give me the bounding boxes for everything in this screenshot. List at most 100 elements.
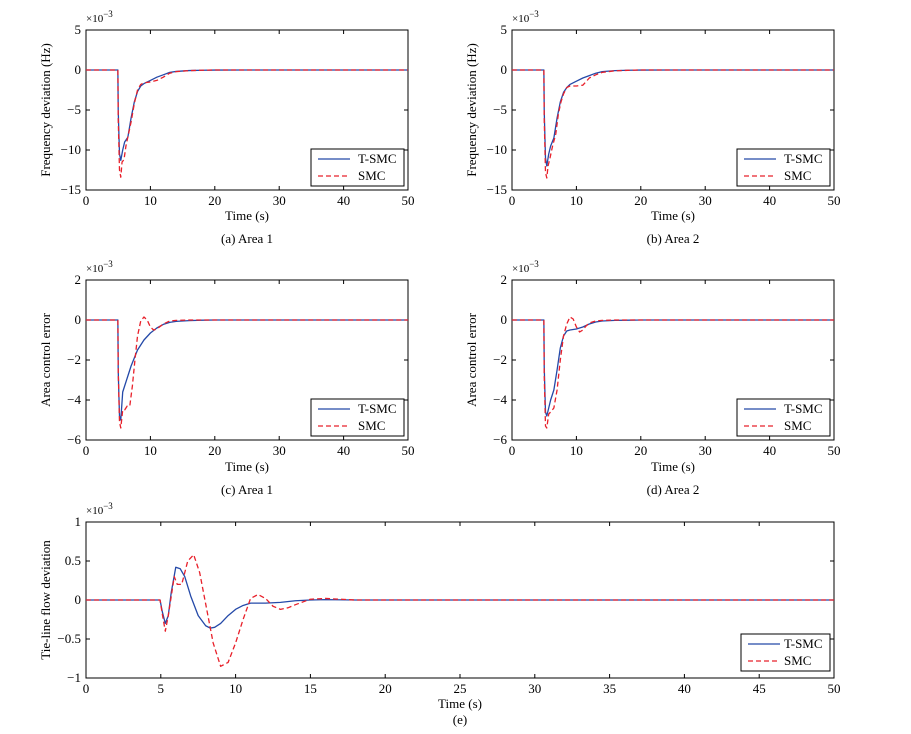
legend: T-SMC SMC [310,398,405,437]
y-axis-label: Frequency deviation (Hz) [464,43,479,177]
panel-caption: (b) Area 2 [647,231,700,246]
panel-d: 0 10 20 30 40 50 −6 −4 −2 0 2 ×10−3 Time (s) Area … [464,259,841,497]
y-tick-label: 5 [75,22,82,37]
x-axis-label: Time (s) [651,459,695,474]
y-tick-label: 1 [75,514,82,529]
y-tick-label: 2 [75,272,82,287]
series-line-smc [86,69,408,178]
panel-caption: (c) Area 1 [221,482,273,497]
y-axis-label: Tie-line flow deviation [38,540,53,660]
y-tick-label: 0 [75,62,82,77]
chart-marks: 0 10 20 30 40 50 −6 −4 −2 0 2 [493,272,840,458]
x-axis-label: Time (s) [225,459,269,474]
y-tick-label: −6 [493,432,507,447]
y-tick-label: 0 [501,312,508,327]
series-line-smc [86,316,408,429]
panel-caption: (a) Area 1 [221,231,273,246]
legend-box [736,148,831,187]
y-tick-label: 0 [501,62,508,77]
x-tick-label: 10 [144,443,157,458]
legend: T-SMC SMC [736,398,831,437]
y-tick-label: −0.5 [57,631,81,646]
x-tick-label: 50 [828,193,841,208]
panel-caption: (d) Area 2 [647,482,700,497]
x-tick-label: 20 [634,193,647,208]
legend-label-smc: SMC [784,418,811,433]
x-axis-label: Time (s) [651,208,695,223]
y-tick-label: 0 [75,592,82,607]
legend-box [310,148,405,187]
legend: T-SMC SMC [310,148,405,187]
legend-label-smc: SMC [358,168,385,183]
y-axis-label: Area control error [464,312,479,407]
y-exponent: ×10−3 [512,259,539,275]
x-tick-label: 20 [634,443,647,458]
chart-marks: 0 10 20 30 40 50 −6 −4 −2 0 2 [67,272,414,458]
x-tick-label: 20 [379,681,392,696]
x-tick-label: 20 [208,193,221,208]
y-tick-label: −5 [493,102,507,117]
legend-label-tsmc: T-SMC [358,151,397,166]
x-tick-label: 0 [83,193,90,208]
x-tick-label: 0 [509,443,516,458]
legend: T-SMC SMC [740,633,831,672]
x-tick-label: 35 [603,681,616,696]
panel-c: 0 10 20 30 40 50 −6 −4 −2 0 2 ×10−3 Time (s) Area … [38,259,415,497]
y-exponent: ×10−3 [512,9,539,25]
series-line-smc [512,69,834,179]
x-tick-label: 30 [273,443,286,458]
x-tick-label: 40 [678,681,691,696]
x-tick-label: 10 [570,443,583,458]
x-tick-label: 40 [337,193,350,208]
series-line-smc [512,316,834,429]
x-tick-label: 10 [144,193,157,208]
legend-box [310,398,405,437]
y-exponent: ×10−3 [86,259,113,275]
x-axis-label: Time (s) [438,696,482,711]
y-tick-label: 5 [501,22,508,37]
x-tick-label: 40 [337,443,350,458]
x-tick-label: 50 [828,443,841,458]
y-exponent: ×10−3 [86,501,113,517]
x-tick-label: 30 [699,193,712,208]
x-tick-label: 20 [208,443,221,458]
y-tick-label: 2 [501,272,508,287]
y-tick-label: −4 [67,392,81,407]
x-tick-label: 30 [273,193,286,208]
x-tick-label: 10 [570,193,583,208]
y-exponent: ×10−3 [86,9,113,25]
x-tick-label: 30 [699,443,712,458]
legend-label-smc: SMC [784,653,811,668]
y-tick-label: 0 [75,312,82,327]
x-tick-label: 50 [402,443,415,458]
x-tick-label: 25 [454,681,467,696]
y-tick-label: −15 [61,182,81,197]
x-tick-label: 0 [83,681,90,696]
series-line-t-smc [86,319,408,421]
legend-label-tsmc: T-SMC [358,401,397,416]
series-line-t-smc [86,69,408,162]
chart-marks: 0 10 20 30 40 50 −15 −10 −5 0 5 [487,22,841,208]
x-tick-label: 0 [83,443,90,458]
series-line-smc [86,554,834,667]
y-tick-label: −6 [67,432,81,447]
y-tick-label: −2 [493,352,507,367]
x-tick-label: 15 [304,681,317,696]
panel-a: 0 10 20 30 40 50 −15 −10 −5 0 5 ×10−3 Time (s) Fre… [38,9,415,246]
legend-box [740,633,831,672]
y-tick-label: 0.5 [65,553,81,568]
x-tick-label: 10 [229,681,242,696]
y-tick-label: −5 [67,102,81,117]
series-line-t-smc [86,566,834,629]
x-tick-label: 0 [509,193,516,208]
panel-b: 0 10 20 30 40 50 −15 −10 −5 0 5 ×10−3 Time (s) Fre… [464,9,841,246]
y-tick-label: −10 [61,142,81,157]
x-axis-label: Time (s) [225,208,269,223]
legend-label-smc: SMC [358,418,385,433]
legend-label-tsmc: T-SMC [784,151,823,166]
x-tick-label: 50 [402,193,415,208]
chart-marks: 0 10 20 30 40 50 −15 −10 −5 0 5 [61,22,415,208]
x-tick-label: 30 [528,681,541,696]
legend: T-SMC SMC [736,148,831,187]
